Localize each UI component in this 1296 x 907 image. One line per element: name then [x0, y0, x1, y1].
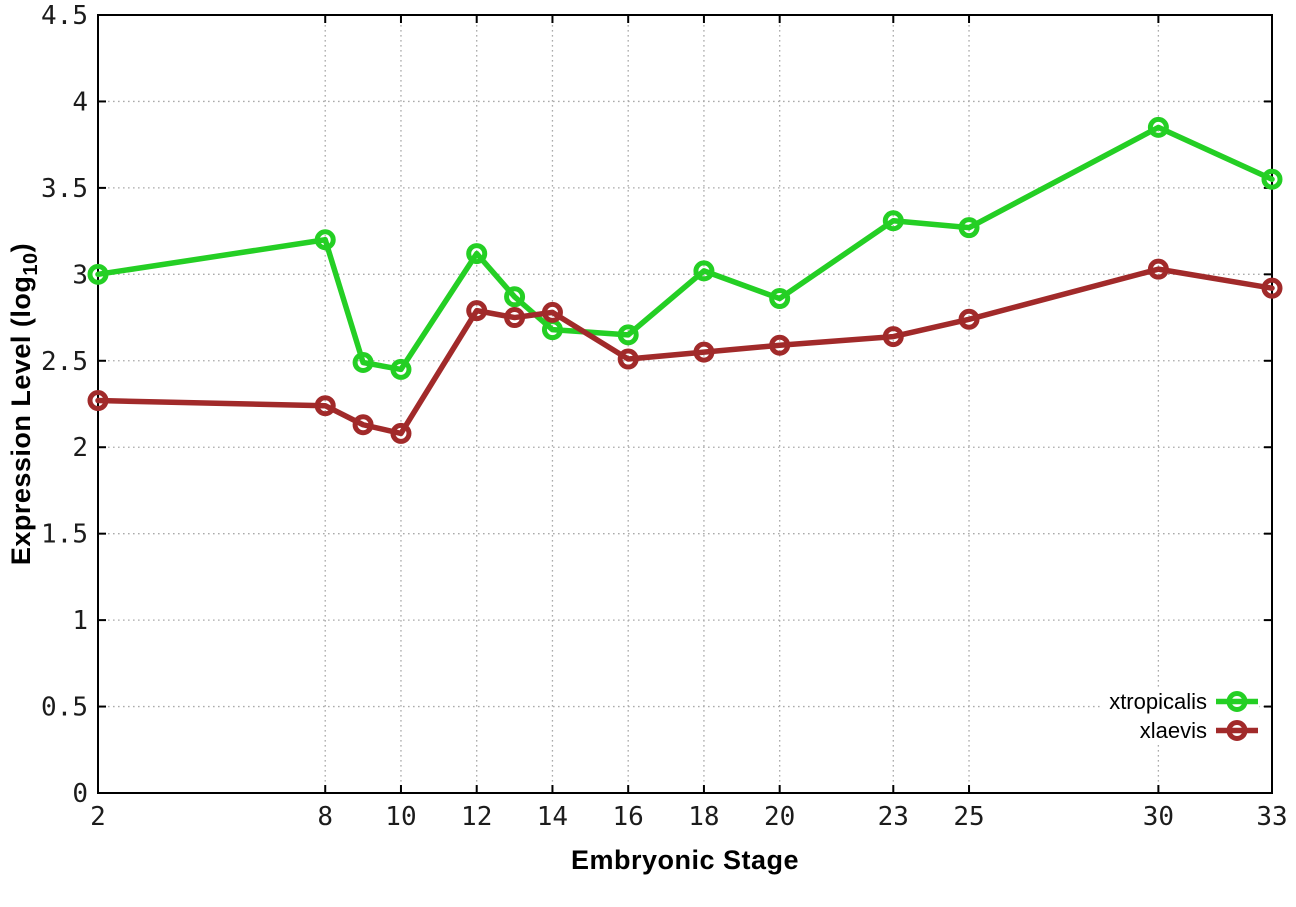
data-point-xtropicalis-stage-33: [1261, 168, 1283, 190]
data-point-xtropicalis-stage-25: [958, 217, 980, 239]
x-tick-label: 14: [537, 802, 568, 832]
data-point-xlaevis-stage-13: [504, 307, 526, 329]
y-tick-label: 4.5: [41, 1, 88, 31]
plot-border: [97, 14, 1273, 794]
legend-item-xtropicalis: xtropicalis: [1101, 687, 1259, 716]
series-xlaevis: [87, 258, 1283, 444]
x-tick-label: 20: [764, 802, 795, 832]
x-tick-label: 23: [878, 802, 909, 832]
x-tick-label: 30: [1143, 802, 1174, 832]
x-tick-label: 18: [688, 802, 719, 832]
x-tick-label: 2: [90, 802, 106, 832]
data-point-xlaevis-stage-23: [882, 326, 904, 348]
data-point-xlaevis-stage-25: [958, 308, 980, 330]
data-point-xtropicalis-stage-13: [504, 286, 526, 308]
data-point-xlaevis-stage-16: [617, 348, 639, 370]
y-tick-label: 1.5: [41, 520, 88, 550]
data-point-xlaevis-stage-14: [541, 301, 563, 323]
x-tick-label: 12: [461, 802, 492, 832]
series-line-xtropicalis: [95, 124, 1275, 373]
y-tick-label: 0: [72, 779, 88, 809]
x-tick-label: 10: [385, 802, 416, 832]
x-tick-label: 33: [1256, 802, 1287, 832]
data-point-xlaevis-stage-33: [1261, 277, 1283, 299]
legend-label-xlaevis: xlaevis: [1139, 718, 1207, 743]
data-point-xlaevis-stage-30: [1147, 258, 1169, 280]
y-tick-label: 2: [72, 433, 88, 463]
x-tick-label: 8: [317, 802, 333, 832]
y-tick-label: 3.5: [41, 174, 88, 204]
data-point-xtropicalis-stage-9: [352, 352, 374, 374]
series-xtropicalis: [87, 116, 1283, 380]
x-axis-title: Embryonic Stage: [570, 845, 800, 875]
legend-marker-xtropicalis-icon: [1216, 691, 1258, 712]
legend-label-xtropicalis: xtropicalis: [1109, 689, 1207, 714]
y-tick-label: 0.5: [41, 693, 88, 723]
y-tick-label: 2.5: [41, 347, 88, 377]
y-tick-label: 1: [72, 606, 88, 636]
data-point-xtropicalis-stage-10: [390, 358, 412, 380]
data-point-xlaevis-stage-20: [769, 334, 791, 356]
legend: xtropicalis xlaevis: [1101, 687, 1259, 745]
data-point-xlaevis-stage-12: [466, 300, 488, 322]
data-point-xtropicalis-stage-16: [617, 324, 639, 346]
legend-item-xlaevis: xlaevis: [1131, 716, 1259, 745]
data-point-xtropicalis-stage-20: [769, 288, 791, 310]
data-point-xtropicalis-stage-30: [1147, 116, 1169, 138]
data-point-xtropicalis-stage-8: [314, 229, 336, 251]
data-point-xlaevis-stage-9: [352, 414, 374, 436]
data-point-xtropicalis-stage-2: [87, 263, 109, 285]
series-line-xlaevis: [95, 266, 1275, 437]
data-point-xtropicalis-stage-12: [466, 243, 488, 265]
x-tick-label: 25: [953, 802, 984, 832]
y-tick-label: 4: [72, 87, 88, 117]
y-axis-title: Expression Level (log10): [6, 243, 42, 565]
x-tick-label: 16: [613, 802, 644, 832]
data-point-xtropicalis-stage-23: [882, 210, 904, 232]
y-tick-label: 3: [72, 260, 88, 290]
data-point-xlaevis-stage-2: [87, 390, 109, 412]
data-point-xlaevis-stage-8: [314, 395, 336, 417]
data-point-xtropicalis-stage-18: [693, 260, 715, 282]
tick-labels: 2 8 10 12 14 16 18 20 23 25 30 33 0 0.5 1 1.5 2 2.5 3 3.5 4 4…: [41, 1, 1288, 832]
legend-marker-xlaevis-icon: [1216, 720, 1258, 741]
data-point-xlaevis-stage-18: [693, 341, 715, 363]
data-point-xlaevis-stage-10: [390, 422, 412, 444]
